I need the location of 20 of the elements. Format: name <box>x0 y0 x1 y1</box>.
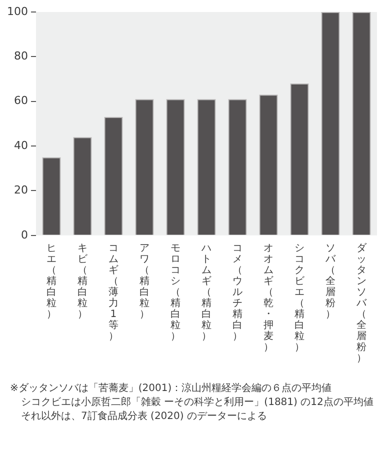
category-label: オオムギ（乾・押麦） <box>263 243 274 354</box>
category-label: シコクビエ（精白粒） <box>294 243 304 354</box>
y-tick-label: 0 <box>20 228 28 242</box>
x-tick-label: ヒエ（精白粒） <box>45 243 58 320</box>
x-tick-label: ソバ（全層粉） <box>324 243 336 320</box>
text: シコクビエは小原哲二郎「雑穀 ーその科学と利用ー」(1881) の12点の平均値 <box>20 396 374 410</box>
text: それ以外は、7訂食品成分表 (2020) のデーターによる <box>20 410 268 424</box>
text: ※ダッタンソバは「苦蕎麦」(2001)：涼山州糧経学会編の６点の平均値 <box>10 382 333 396</box>
category-label: モロコシ（精白粒） <box>170 243 180 342</box>
y-tick-label: 100 <box>6 4 28 18</box>
category-label: コムギ（薄力1等） <box>108 243 118 342</box>
x-tick-label: キビ（精白粒） <box>76 243 88 320</box>
y-tick-label: 60 <box>14 94 28 108</box>
y-tick-label: 40 <box>14 138 28 152</box>
y-tick-label: 80 <box>14 50 28 63</box>
y-tick-label: 20 <box>14 184 28 197</box>
category-label: コメ（ウルチ精白） <box>232 243 242 342</box>
category-label: ハトムギ（精白粒） <box>201 243 212 342</box>
x-tick-label: アワ（精白粒） <box>138 243 150 320</box>
category-label: ダッタンソバ（全層粉） <box>356 243 366 364</box>
